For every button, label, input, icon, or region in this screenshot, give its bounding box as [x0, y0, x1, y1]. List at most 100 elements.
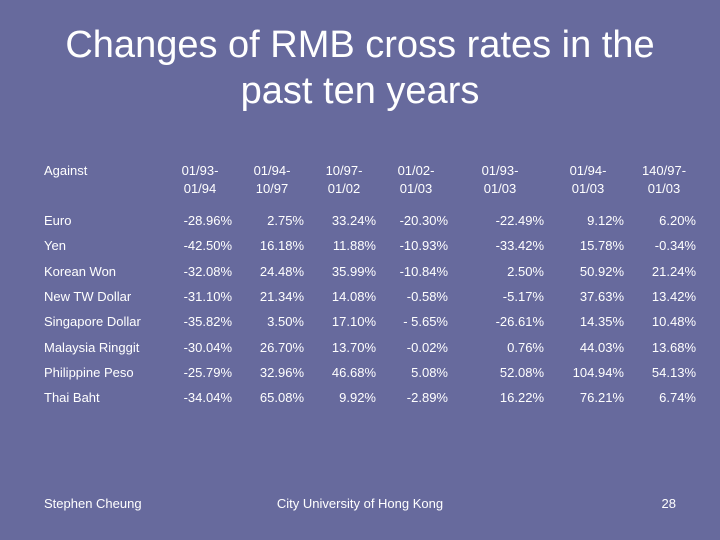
table-row: Euro -28.96% 2.75% 33.24% -20.30% -22.49% 9.12…	[40, 208, 700, 233]
rate-change-cell: 65.08%	[259, 390, 304, 406]
currency-label: New TW Dollar	[44, 289, 132, 305]
rate-change-cell: -2.89%	[406, 390, 448, 406]
currency-label: Euro	[44, 213, 72, 229]
rate-change-cell: 16.22%	[499, 390, 544, 406]
rate-change-cell: -0.02%	[406, 339, 448, 355]
rate-change-cell: -32.08%	[183, 263, 232, 279]
rate-change-cell: 15.78%	[579, 238, 624, 254]
rate-change-cell: 3.50%	[267, 314, 304, 330]
rate-change-cell: -31.10%	[183, 289, 232, 305]
currency-label: Singapore Dollar	[44, 314, 141, 330]
column-header-period: 01/94- 01/03	[548, 152, 628, 208]
table-row: New TW Dollar -31.10% 21.34% 14.08% -0.58% -5…	[40, 284, 700, 309]
table-row: Thai Baht -34.04% 65.08% 9.92% -2.89% 16.22% 7…	[40, 385, 700, 410]
rate-change-cell: 76.21%	[579, 390, 624, 406]
column-header-line: 01/93-	[481, 163, 519, 178]
rate-change-cell: 50.92%	[579, 263, 624, 279]
rate-change-cell: 33.24%	[331, 213, 376, 229]
rate-change-cell: -34.04%	[183, 390, 232, 406]
cross-rate-table: Against 01/93- 01/94 01/94- 10/97 10/97- 01/0…	[40, 152, 700, 410]
column-header-line: 140/97-	[641, 163, 687, 178]
currency-label: Philippine Peso	[44, 364, 134, 380]
rate-change-cell: -20.30%	[399, 213, 448, 229]
rate-change-cell: 14.08%	[331, 289, 376, 305]
column-header-line: 01/03	[399, 181, 433, 196]
rate-change-cell: -5.17%	[502, 289, 544, 305]
rate-change-cell: -33.42%	[495, 238, 544, 254]
rate-change-cell: 6.74%	[659, 390, 696, 406]
rate-change-cell: 14.35%	[579, 314, 624, 330]
rate-change-cell: 52.08%	[499, 364, 544, 380]
rate-change-cell: -0.58%	[406, 289, 448, 305]
currency-label: Yen	[44, 238, 66, 254]
rate-change-cell: -30.04%	[183, 339, 232, 355]
rate-change-cell: 17.10%	[331, 314, 376, 330]
slide-title: Changes of RMB cross rates in the past t…	[0, 22, 720, 114]
rate-change-cell: 9.12%	[587, 213, 624, 229]
table-row: Korean Won -32.08% 24.48% 35.99% -10.84% 2.50…	[40, 259, 700, 284]
column-header-period: 01/02- 01/03	[380, 152, 452, 208]
currency-label: Malaysia Ringgit	[44, 339, 140, 355]
rate-change-cell: -42.50%	[183, 238, 232, 254]
table-body: Euro -28.96% 2.75% 33.24% -20.30% -22.49% 9.12…	[40, 208, 700, 410]
column-header-period: 10/97- 01/02	[308, 152, 380, 208]
table-row: Singapore Dollar -35.82% 3.50% 17.10% - 5.65…	[40, 309, 700, 334]
rate-change-cell: 6.20%	[659, 213, 696, 229]
rate-change-cell: 13.42%	[651, 289, 696, 305]
slide-title-line-1: Changes of RMB cross rates in the	[65, 24, 655, 66]
rate-change-cell: 5.08%	[411, 364, 448, 380]
rate-change-cell: -25.79%	[183, 364, 232, 380]
rate-change-cell: 13.70%	[331, 339, 376, 355]
column-header-line: 10/97	[255, 181, 289, 196]
column-header-period: 01/94- 10/97	[236, 152, 308, 208]
column-header-line: 01/94-	[253, 163, 291, 178]
table-row: Yen -42.50% 16.18% 11.88% -10.93% -33.42% 15.7…	[40, 233, 700, 258]
column-header-period: 01/93- 01/03	[452, 152, 548, 208]
rate-change-cell: -35.82%	[183, 314, 232, 330]
column-header-against: Against	[44, 163, 88, 178]
rate-change-cell: 2.75%	[267, 213, 304, 229]
column-header-line: 01/03	[483, 181, 517, 196]
rate-change-cell: -10.84%	[399, 263, 448, 279]
footer-page-number: 28	[661, 496, 676, 511]
column-header-line: 10/97-	[325, 163, 363, 178]
table-header-row: Against 01/93- 01/94 01/94- 10/97 10/97- 01/0…	[40, 152, 700, 208]
column-header-line: 01/02	[327, 181, 361, 196]
rate-change-cell: -10.93%	[399, 238, 448, 254]
rate-change-cell: 11.88%	[332, 238, 376, 254]
rate-change-cell: 24.48%	[259, 263, 304, 279]
column-header-period: 01/93- 01/94	[164, 152, 236, 208]
rate-change-cell: 32.96%	[259, 364, 304, 380]
rate-change-cell: - 5.65%	[403, 314, 448, 330]
rate-change-cell: 54.13%	[651, 364, 696, 380]
rate-change-cell: 37.63%	[579, 289, 624, 305]
table-row: Philippine Peso -25.79% 32.96% 46.68% 5.08% 5…	[40, 360, 700, 385]
footer-author: Stephen Cheung	[44, 496, 142, 511]
rate-change-cell: 9.92%	[339, 390, 376, 406]
currency-label: Korean Won	[44, 263, 117, 279]
rate-change-cell: 2.50%	[507, 263, 544, 279]
slide-title-line-2: past ten years	[240, 70, 480, 112]
rate-change-cell: -28.96%	[183, 213, 232, 229]
footer-institution: City University of Hong Kong	[276, 496, 444, 511]
currency-label: Thai Baht	[44, 390, 100, 406]
rate-change-cell: 10.48%	[651, 314, 696, 330]
rate-change-cell: 21.24%	[651, 263, 696, 279]
column-header-line: 01/03	[647, 181, 681, 196]
column-header-line: 01/93-	[181, 163, 219, 178]
rate-change-cell: 21.34%	[259, 289, 304, 305]
rate-change-cell: 0.76%	[507, 339, 544, 355]
rate-change-cell: 35.99%	[331, 263, 376, 279]
rate-change-cell: -22.49%	[495, 213, 544, 229]
column-header-line: 01/94	[183, 181, 217, 196]
column-header-period: 140/97- 01/03	[628, 152, 700, 208]
rate-change-cell: 13.68%	[651, 339, 696, 355]
column-header-line: 01/94-	[569, 163, 607, 178]
table-row: Malaysia Ringgit -30.04% 26.70% 13.70% -0.02…	[40, 334, 700, 359]
column-header-line: 01/03	[571, 181, 605, 196]
rate-change-cell: -0.34%	[654, 238, 696, 254]
rate-change-cell: 44.03%	[579, 339, 624, 355]
column-header-line: 01/02-	[397, 163, 435, 178]
rate-change-cell: 26.70%	[259, 339, 304, 355]
rate-change-cell: 104.94%	[572, 364, 624, 380]
